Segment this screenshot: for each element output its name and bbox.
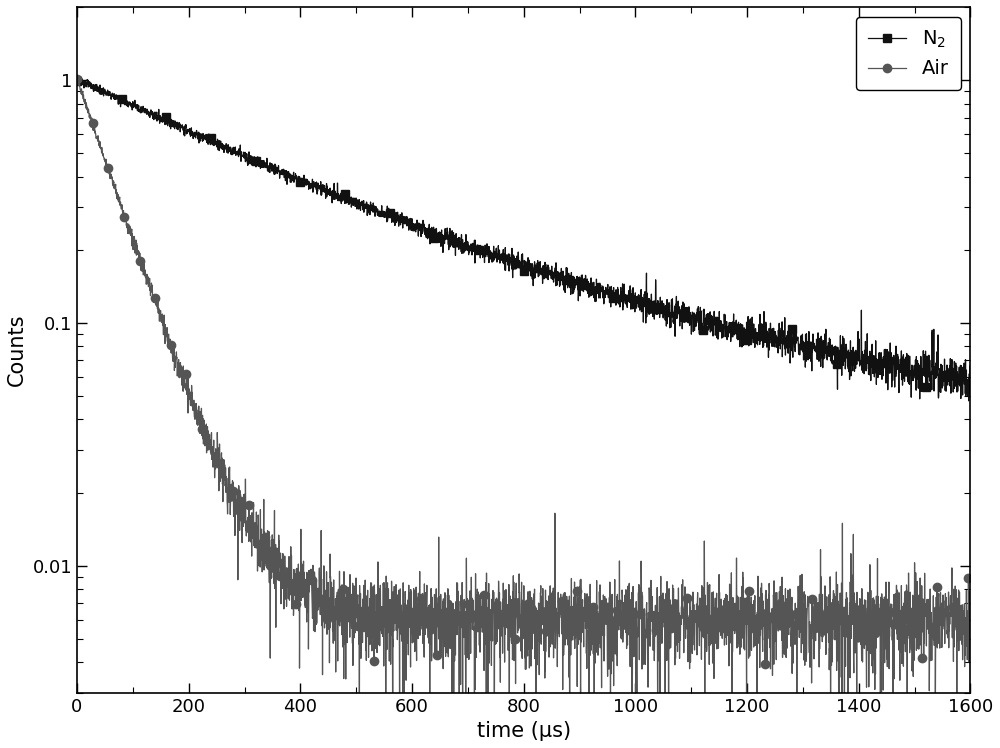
Legend: N$_2$, Air: N$_2$, Air — [856, 16, 961, 90]
Air — [496, 606, 508, 615]
Air — [353, 731, 365, 740]
N$_2$ — [496, 256, 508, 265]
N$_2$ — [937, 368, 949, 377]
Air — [71, 75, 83, 84]
N$_2$ — [964, 393, 976, 402]
N$_2$ — [454, 233, 466, 242]
N$_2$ — [893, 383, 905, 392]
Air — [71, 73, 83, 82]
Air — [937, 616, 949, 625]
N$_2$ — [71, 77, 83, 86]
Air — [893, 616, 905, 625]
Line: Air: Air — [73, 74, 975, 740]
Line: N$_2$: N$_2$ — [73, 73, 975, 405]
Air — [447, 622, 459, 631]
N$_2$ — [963, 396, 975, 405]
N$_2$ — [72, 72, 84, 81]
Air — [964, 592, 976, 601]
Air — [454, 637, 466, 646]
N$_2$ — [447, 230, 459, 239]
Y-axis label: Counts: Counts — [7, 313, 27, 386]
N$_2$ — [720, 323, 732, 332]
Air — [720, 640, 732, 649]
X-axis label: time (μs): time (μs) — [477, 721, 571, 741]
